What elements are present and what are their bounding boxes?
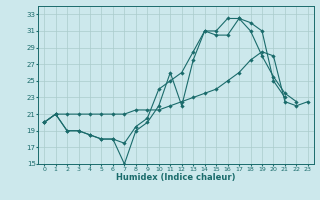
X-axis label: Humidex (Indice chaleur): Humidex (Indice chaleur) (116, 173, 236, 182)
